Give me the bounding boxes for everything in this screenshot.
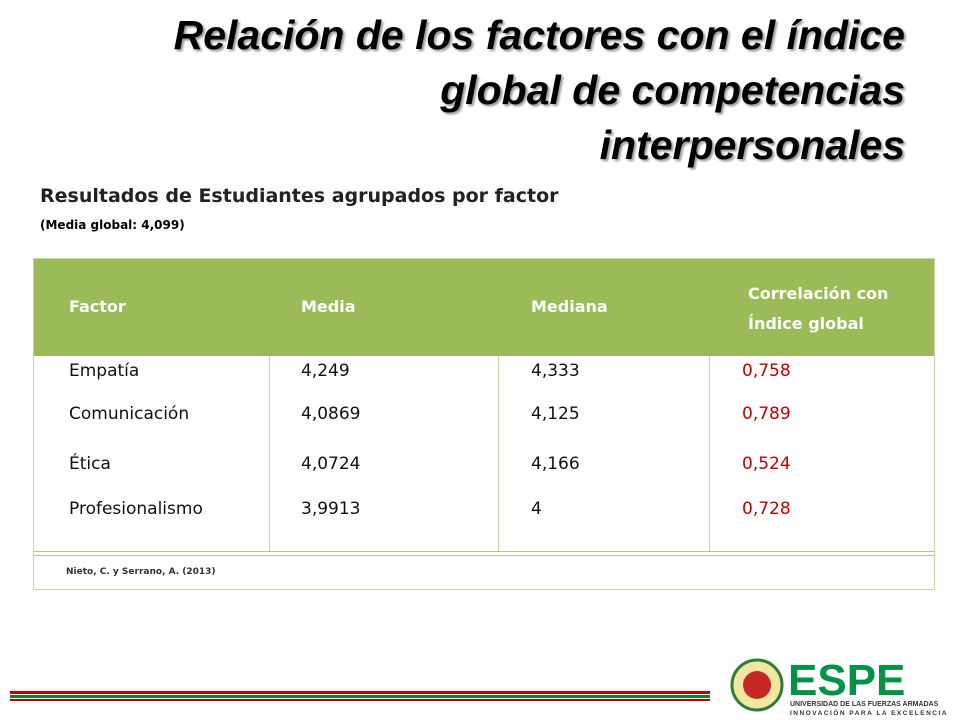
table-cell: Comunicación bbox=[69, 404, 190, 424]
table-cell: 0,728 bbox=[742, 499, 791, 519]
table-cell: 4,249 bbox=[301, 361, 350, 381]
divider bbox=[498, 356, 499, 552]
stripe bbox=[10, 691, 710, 694]
column-header: Mediana bbox=[531, 297, 608, 316]
title-line: global de competencias bbox=[440, 67, 905, 113]
divider bbox=[34, 551, 934, 552]
divider bbox=[269, 356, 270, 552]
table-cell: 0,758 bbox=[742, 361, 791, 381]
divider bbox=[34, 555, 934, 556]
table-cell: 4,333 bbox=[531, 361, 580, 381]
table-cell: 0,789 bbox=[742, 404, 791, 424]
stripe bbox=[10, 699, 710, 701]
column-header: Factor bbox=[69, 297, 126, 316]
table-cell: 4,125 bbox=[531, 404, 580, 424]
logo-name: ESPE bbox=[788, 656, 905, 705]
table-cell: 0,524 bbox=[742, 454, 791, 474]
table-cell: 3,9913 bbox=[301, 499, 361, 519]
logo-line: INNOVACIÓN PARA LA EXCELENCIA bbox=[790, 708, 948, 717]
table-cell: 4,0724 bbox=[301, 454, 361, 474]
column-header: Correlación con Índice global bbox=[748, 284, 889, 333]
divider bbox=[709, 356, 710, 552]
table-cell: Ética bbox=[69, 454, 111, 474]
table-header bbox=[34, 259, 934, 356]
subtitle: Resultados de Estudiantes agrupados por … bbox=[40, 185, 559, 207]
title-line: Relación de los factores con el índice bbox=[173, 12, 905, 58]
note: (Media global: 4,099) bbox=[40, 218, 185, 232]
table-cell: Empatía bbox=[69, 361, 140, 381]
source: Nieto, C. y Serrano, A. (2013) bbox=[66, 567, 216, 577]
title: Relación de los factores con el índice gl… bbox=[174, 8, 905, 173]
title-line: interpersonales bbox=[599, 122, 905, 168]
table-cell: 4 bbox=[531, 499, 542, 519]
table-cell: 4,0869 bbox=[301, 404, 361, 424]
column-header: Media bbox=[301, 297, 356, 316]
logo-line: UNIVERSIDAD DE LAS FUERZAS ARMADAS bbox=[790, 701, 939, 708]
stripe bbox=[10, 695, 710, 698]
table-cell: Profesionalismo bbox=[69, 499, 203, 519]
table-cell: 4,166 bbox=[531, 454, 580, 474]
emblem bbox=[743, 671, 771, 699]
emblem bbox=[730, 658, 784, 712]
table: Nieto, C. y Serrano, A. (2013) Factor Med… bbox=[33, 258, 935, 590]
